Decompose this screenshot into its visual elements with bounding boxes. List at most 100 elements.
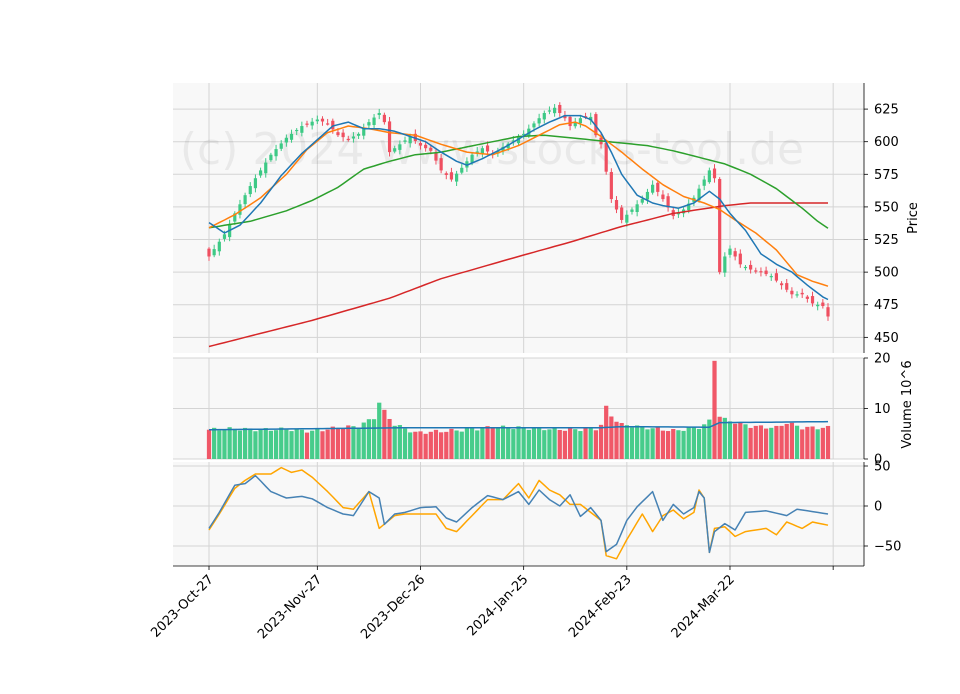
- volume-bar: [784, 423, 789, 459]
- volume-bar: [640, 426, 645, 459]
- candle-body: [542, 113, 546, 120]
- candle-body: [398, 144, 402, 150]
- candle-body: [702, 179, 706, 186]
- volume-bar: [676, 430, 681, 459]
- candle-body: [372, 117, 376, 125]
- candle-body: [749, 264, 753, 270]
- candle-body: [712, 168, 717, 179]
- volume-bar: [304, 432, 310, 459]
- candle-body: [408, 136, 412, 144]
- oscillator-line-2: [208, 466, 829, 560]
- volume-bar: [490, 428, 495, 459]
- volume-bar: [320, 431, 325, 459]
- volume-bar: [206, 429, 212, 459]
- candle-body: [614, 200, 619, 210]
- volume-bar: [588, 427, 593, 459]
- volume-tick-label: 0: [874, 453, 882, 468]
- volume-bar: [371, 419, 377, 459]
- oscillator-tick-label: 0: [874, 500, 882, 515]
- volume-bar: [284, 429, 289, 459]
- candle-body: [470, 154, 474, 163]
- volume-bar: [485, 426, 490, 459]
- candle-body: [351, 136, 356, 139]
- candle-body: [522, 133, 526, 136]
- volume-bar: [619, 423, 624, 459]
- candle-body: [264, 162, 268, 174]
- volume-bar: [237, 430, 243, 459]
- candle-body: [785, 283, 789, 290]
- price-panel: [173, 83, 864, 353]
- volume-bar: [511, 429, 516, 459]
- candle-body: [754, 270, 758, 272]
- volume-bar: [423, 433, 428, 459]
- volume-bar: [671, 428, 676, 459]
- price-tick-label: 450: [874, 331, 899, 346]
- candle-body: [718, 178, 722, 273]
- candle-body: [589, 116, 593, 121]
- volume-bar: [464, 428, 470, 459]
- candle-body: [573, 122, 577, 127]
- volume-bar: [294, 428, 299, 459]
- candle-body: [331, 120, 335, 130]
- volume-bar: [537, 427, 542, 459]
- volume-bar: [686, 427, 691, 459]
- candle-body: [222, 234, 227, 239]
- volume-bar: [253, 431, 258, 459]
- candle-body: [620, 207, 624, 220]
- volume-bar: [753, 425, 758, 459]
- price-tick-label: 575: [874, 168, 899, 183]
- candle-body: [269, 154, 273, 161]
- candle-body: [630, 209, 634, 212]
- volume-bar: [717, 416, 722, 459]
- price-tick-label: 475: [874, 298, 899, 313]
- candle-body: [362, 128, 366, 136]
- candle-body: [434, 152, 438, 161]
- volume-ma-line: [209, 420, 829, 431]
- volume-bar: [820, 427, 825, 459]
- volume-bar: [691, 427, 696, 459]
- volume-bar: [763, 428, 769, 459]
- candle-body: [460, 167, 464, 173]
- volume-bar: [526, 429, 531, 459]
- volume-bar: [800, 429, 805, 459]
- volume-bar: [449, 428, 454, 459]
- candle-body: [243, 195, 247, 205]
- candle-body: [640, 199, 644, 203]
- volume-bar: [469, 428, 475, 459]
- candle-body: [516, 137, 521, 144]
- volume-bar: [361, 422, 366, 459]
- candle-body: [826, 307, 830, 317]
- volume-bar: [335, 428, 341, 459]
- candle-body: [578, 118, 582, 124]
- volume-bar: [769, 427, 774, 459]
- candle-body: [439, 158, 443, 171]
- candle-body: [387, 121, 392, 153]
- candle-body: [305, 123, 309, 125]
- candle-body: [805, 296, 809, 299]
- volume-bar: [552, 427, 557, 459]
- sma10-line: [208, 114, 829, 301]
- volume-bar: [258, 429, 263, 459]
- candle-body: [295, 129, 299, 132]
- candle-body: [336, 132, 340, 136]
- candle-body: [424, 144, 428, 149]
- candle-body: [821, 302, 825, 307]
- volume-bar: [310, 430, 315, 459]
- volume-bar: [227, 427, 232, 459]
- candle-body: [346, 138, 350, 141]
- volume-axis-label: Volume 10^6: [900, 360, 915, 448]
- volume-bar: [439, 432, 444, 459]
- volume-bar: [562, 430, 568, 459]
- volume-bar: [655, 427, 660, 459]
- candle-body: [258, 170, 263, 176]
- volume-bar: [289, 431, 294, 459]
- volume-bar: [495, 427, 500, 459]
- volume-bar: [351, 426, 356, 459]
- volume-bar: [743, 424, 748, 459]
- volume-bar: [392, 425, 397, 459]
- oscillator-line-1: [208, 474, 829, 554]
- candle-body: [656, 182, 660, 192]
- volume-bar: [232, 428, 237, 459]
- volume-bar: [268, 430, 274, 459]
- volume-bar: [557, 429, 562, 459]
